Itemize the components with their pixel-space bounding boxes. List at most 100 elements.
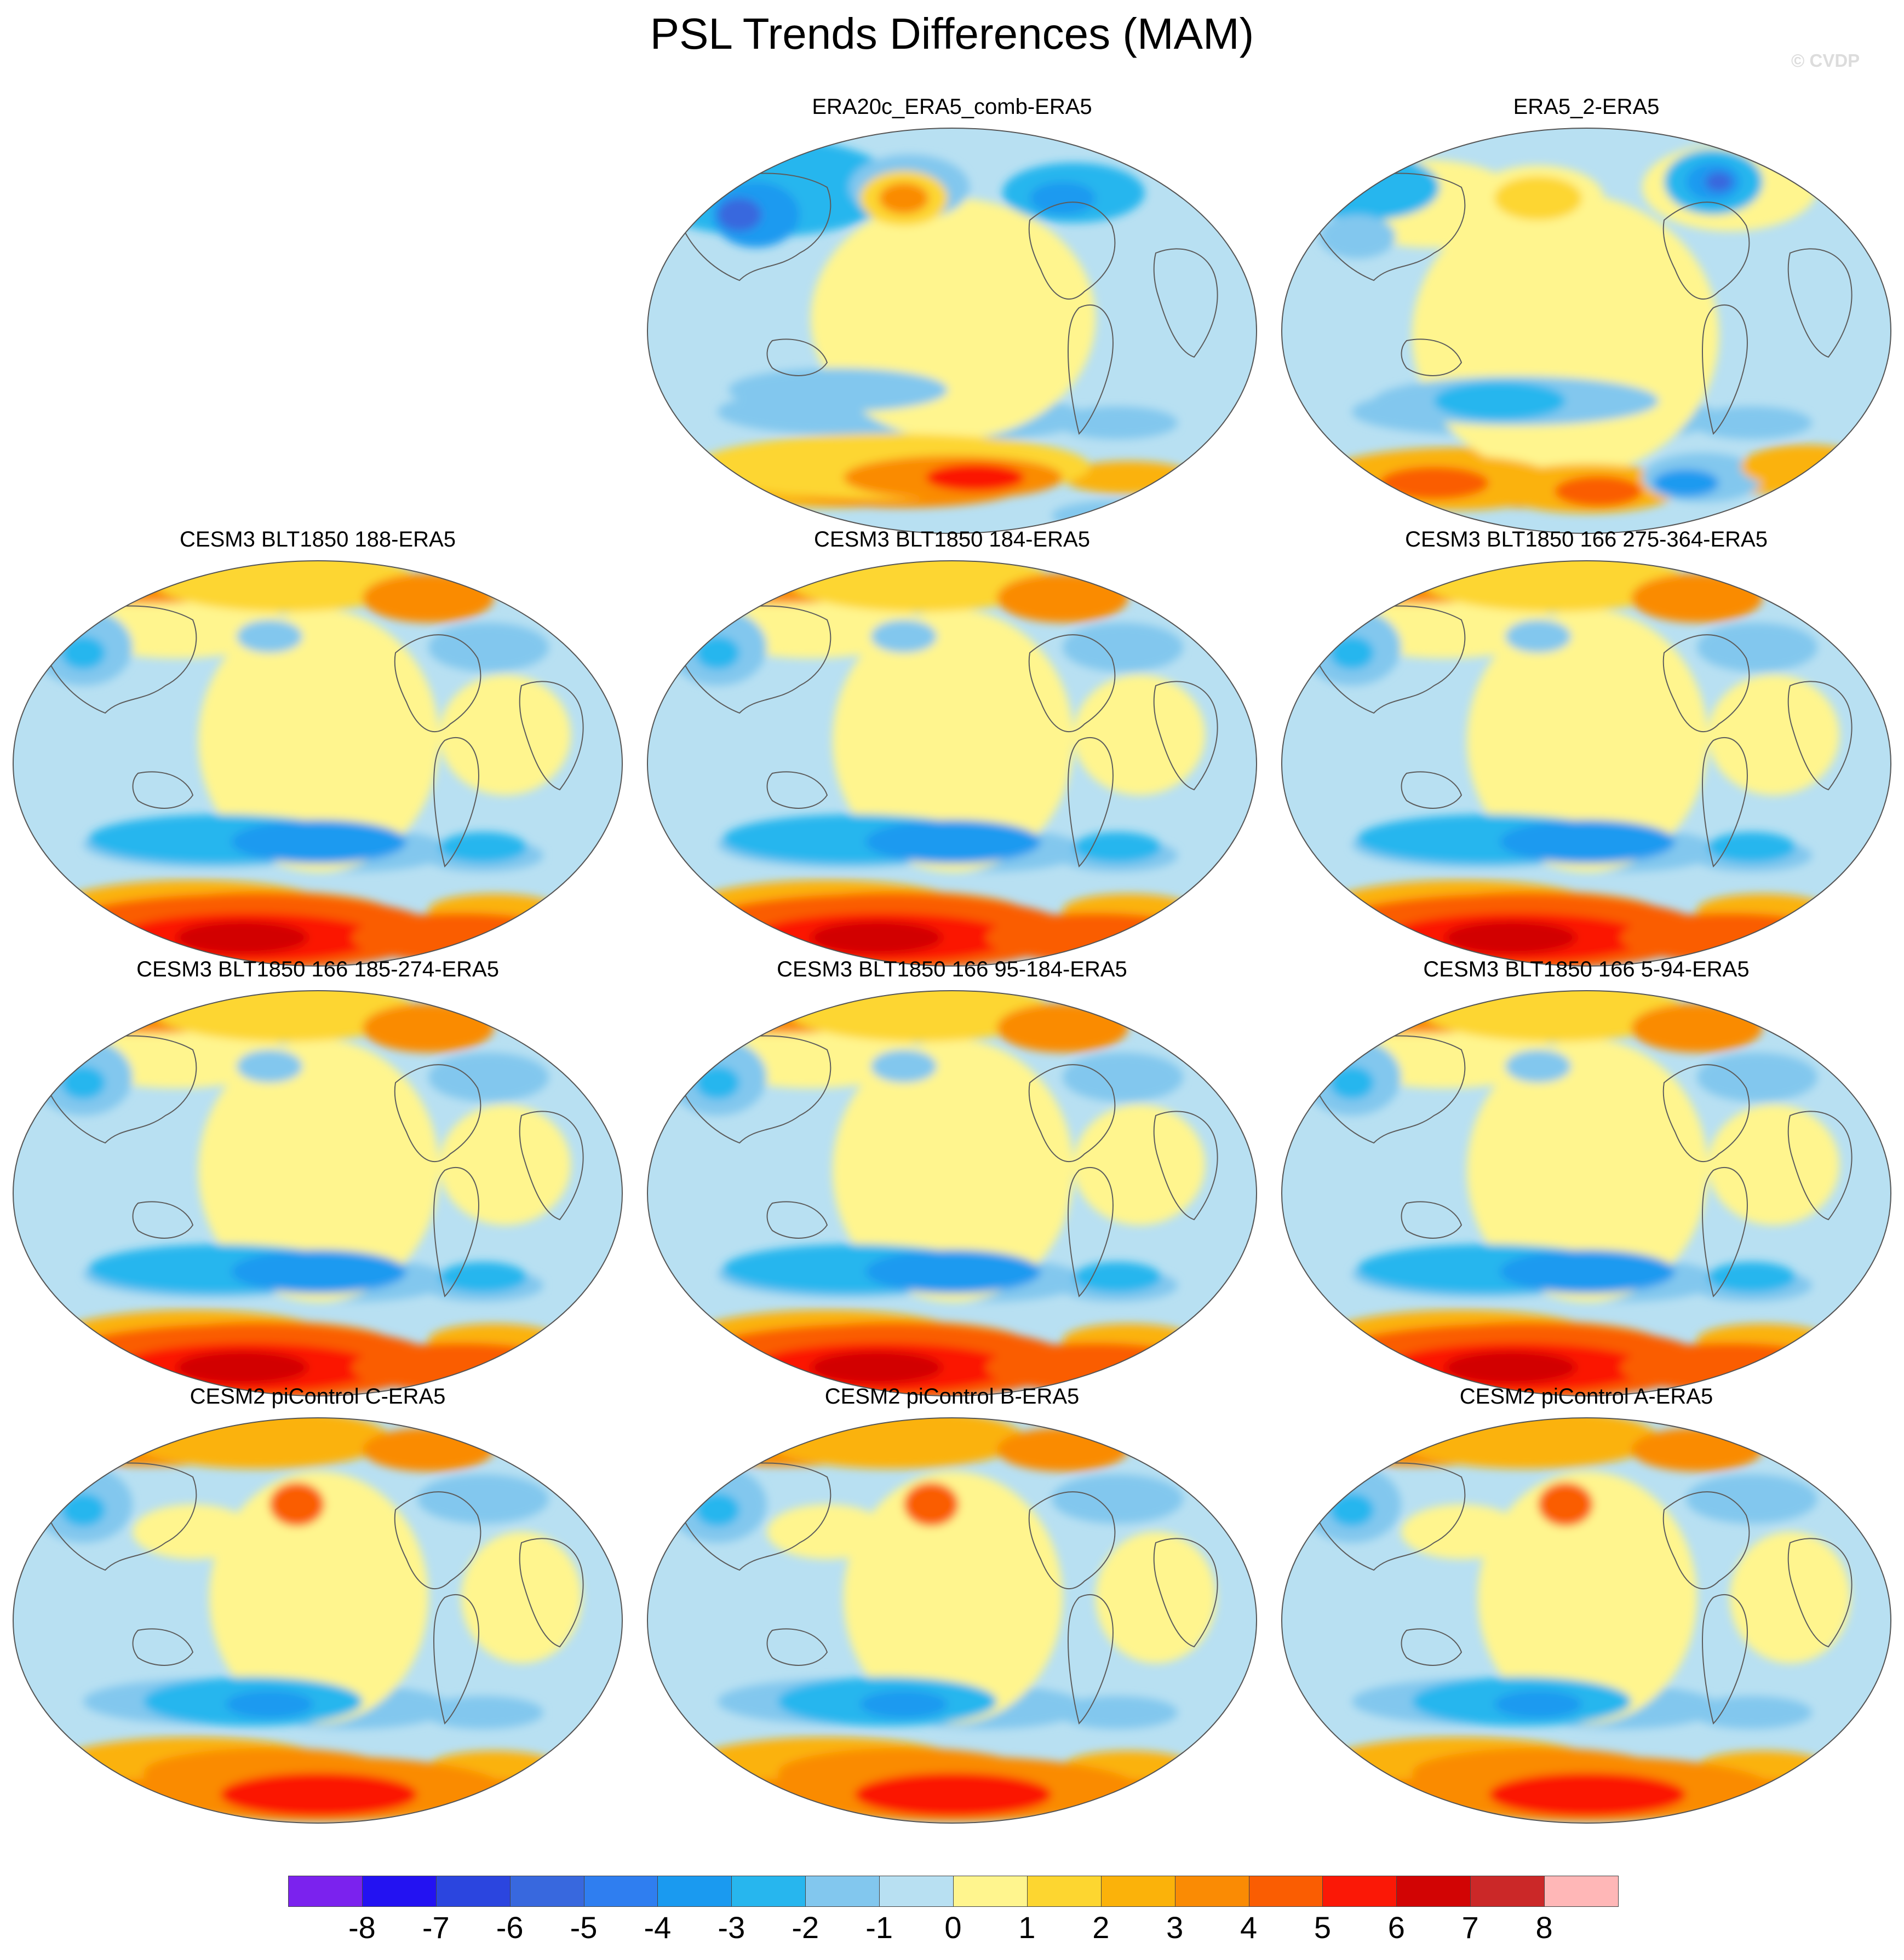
- psl-contour-region: [1631, 1428, 1763, 1472]
- psl-contour-region: [1697, 1053, 1817, 1102]
- psl-contour-region: [439, 1105, 571, 1225]
- panel-title: ERA20c_ERA5_comb-ERA5: [812, 95, 1092, 119]
- robinson-map: [1281, 560, 1891, 967]
- psl-contour-region: [1030, 182, 1096, 215]
- coastline: [44, 1462, 197, 1571]
- coastline: [766, 1628, 828, 1666]
- psl-contour-region: [231, 1250, 406, 1294]
- coastline: [1701, 304, 1748, 435]
- coastline: [679, 173, 831, 281]
- colorbar-tick-label: 0: [944, 1910, 962, 1945]
- map-panel: ERA5_2-ERA5: [1274, 93, 1899, 548]
- map-border: [13, 1417, 623, 1824]
- psl-contour-region: [904, 1482, 959, 1526]
- psl-contour-region: [1494, 1691, 1582, 1718]
- coastline: [132, 1628, 194, 1666]
- coastline: [679, 1462, 831, 1571]
- psl-contour-region: [1074, 1105, 1205, 1225]
- psl-contour-region: [833, 609, 1074, 872]
- map-border: [647, 1417, 1257, 1824]
- robinson-map: [13, 560, 623, 967]
- coastline: [1787, 681, 1853, 791]
- colorbar-tick-label: -3: [718, 1910, 745, 1945]
- coastline: [433, 1166, 479, 1297]
- coastline: [1701, 1166, 1748, 1297]
- psl-contour-region: [428, 1053, 549, 1102]
- psl-contour-region: [363, 1428, 494, 1472]
- psl-contour-region: [1467, 1039, 1708, 1302]
- robinson-map: [647, 560, 1257, 967]
- psl-contour-region: [926, 464, 1024, 491]
- map-panel: ERA20c_ERA5_comb-ERA5: [640, 93, 1264, 548]
- psl-contour-region: [1330, 1066, 1374, 1099]
- coastline: [1028, 1064, 1116, 1163]
- psl-contour-region: [1297, 154, 1440, 220]
- psl-contour-region: [1074, 1262, 1161, 1292]
- coastline: [132, 771, 194, 809]
- coastline: [1028, 634, 1116, 733]
- map-panel: CESM3 BLT1850 166 5-94-ERA5: [1274, 956, 1899, 1410]
- coastline: [132, 1201, 194, 1239]
- coastline: [44, 605, 197, 714]
- robinson-map: [647, 1417, 1257, 1824]
- psl-contour-region: [865, 1250, 1041, 1294]
- psl-contour-region: [363, 573, 494, 623]
- psl-contour-region: [176, 921, 308, 954]
- psl-contour-region: [1691, 406, 1812, 439]
- map-panel: CESM2 piControl B-ERA5: [640, 1383, 1264, 1837]
- psl-contour-region: [269, 1482, 324, 1526]
- coastline: [1401, 338, 1463, 376]
- robinson-map: [1281, 990, 1891, 1396]
- coastline: [1067, 304, 1114, 435]
- psl-contour-region: [1063, 623, 1183, 672]
- colorbar-swatch: [879, 1876, 954, 1907]
- panel-title: CESM3 BLT1850 188-ERA5: [180, 527, 456, 551]
- psl-contour-region: [1505, 620, 1571, 653]
- psl-contour-region: [1052, 1778, 1183, 1811]
- psl-contour-region: [89, 1778, 220, 1811]
- coastline: [1787, 248, 1853, 358]
- psl-contour-region: [1708, 1105, 1839, 1225]
- map-border: [647, 128, 1257, 534]
- colorbar-swatch: [1174, 1876, 1249, 1907]
- psl-contour-region: [237, 620, 302, 653]
- psl-contour-region: [1708, 832, 1796, 863]
- psl-contour-region: [226, 1691, 313, 1718]
- psl-contour-region: [1631, 573, 1763, 623]
- psl-contour-region: [1691, 1696, 1812, 1729]
- coastline: [394, 634, 481, 733]
- psl-contour-region: [865, 820, 1041, 864]
- panel-title: ERA5_2-ERA5: [1513, 95, 1660, 119]
- psl-contour-region: [61, 1066, 105, 1099]
- psl-contour-region: [1505, 1050, 1571, 1083]
- coastline: [1028, 1491, 1116, 1590]
- coastline: [1028, 202, 1116, 300]
- psl-contour-region: [1705, 172, 1733, 192]
- coastline: [44, 1035, 197, 1144]
- psl-contour-region: [61, 636, 105, 669]
- coastline: [1401, 1201, 1463, 1239]
- psl-contour-region: [461, 1532, 582, 1663]
- robinson-map: [13, 990, 623, 1396]
- coastline: [766, 1201, 828, 1239]
- colorbar-tick-label: -6: [496, 1910, 524, 1945]
- robinson-map: [1281, 128, 1891, 534]
- coastline: [1401, 771, 1463, 809]
- colorbar-tick-label: -2: [792, 1910, 819, 1945]
- map-border: [13, 560, 623, 967]
- psl-contour-region: [1708, 675, 1839, 795]
- coastline: [519, 1538, 584, 1648]
- psl-contour-region: [61, 1493, 105, 1526]
- panel-title: CESM2 piControl B-ERA5: [824, 1384, 1080, 1409]
- psl-contour-region: [1653, 469, 1719, 497]
- panel-title: CESM2 piControl A-ERA5: [1459, 1384, 1713, 1409]
- panel-title: CESM3 BLT1850 166 275-364-ERA5: [1405, 527, 1768, 551]
- colorbar-tick-label: 4: [1240, 1910, 1258, 1945]
- psl-contour-region: [1052, 1474, 1183, 1524]
- colorbar-tick-label: -7: [422, 1910, 450, 1945]
- robinson-map: [647, 128, 1257, 534]
- coastline: [1067, 737, 1114, 867]
- coastline: [394, 1064, 481, 1163]
- psl-contour-region: [1741, 445, 1872, 488]
- psl-contour-region: [811, 921, 942, 954]
